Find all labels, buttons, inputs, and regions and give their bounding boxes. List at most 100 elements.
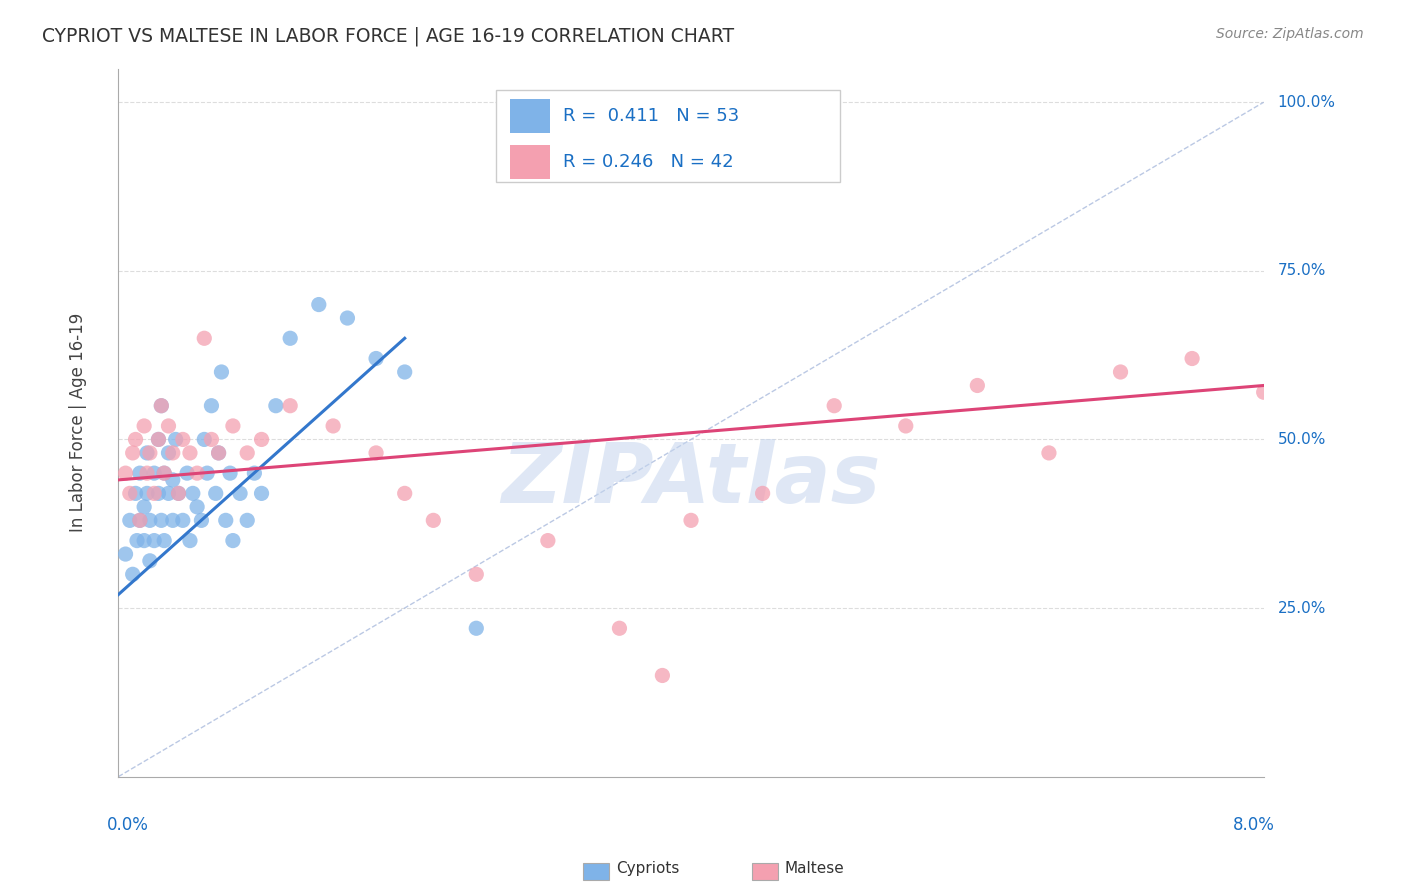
Point [215, 513, 238, 527]
Point [236, 513, 259, 527]
Point [243, 466, 266, 480]
Text: Cypriots: Cypriots [616, 862, 679, 876]
Point [422, 513, 444, 527]
Point [153, 466, 176, 480]
Point [190, 513, 212, 527]
Point [162, 446, 184, 460]
Point [134, 419, 156, 434]
Point [153, 533, 176, 548]
Point [537, 533, 560, 548]
Point [823, 399, 845, 413]
Point [148, 433, 170, 447]
Text: ZIPAtlas: ZIPAtlas [502, 439, 880, 520]
FancyBboxPatch shape [496, 90, 839, 182]
Point [157, 446, 180, 460]
Point [136, 446, 159, 460]
Point [150, 399, 173, 413]
Point [308, 297, 330, 311]
Point [200, 433, 222, 447]
Text: 0.0%: 0.0% [107, 815, 149, 833]
Point [118, 513, 141, 527]
Point [134, 500, 156, 514]
Point [1038, 446, 1060, 460]
Text: R =  0.411   N = 53: R = 0.411 N = 53 [562, 106, 740, 125]
Point [134, 533, 156, 548]
Point [1253, 385, 1275, 400]
Point [219, 466, 242, 480]
Text: 25.0%: 25.0% [1278, 600, 1326, 615]
Text: Source: ZipAtlas.com: Source: ZipAtlas.com [1216, 27, 1364, 41]
Point [139, 513, 162, 527]
Point [250, 486, 273, 500]
Text: R = 0.246   N = 42: R = 0.246 N = 42 [562, 153, 734, 170]
Point [118, 486, 141, 500]
Point [204, 486, 226, 500]
Point [125, 533, 148, 548]
Point [162, 513, 184, 527]
Point [176, 466, 198, 480]
Point [186, 500, 208, 514]
Point [465, 621, 488, 635]
Point [124, 486, 146, 500]
Point [193, 331, 215, 345]
Point [264, 399, 287, 413]
Point [179, 533, 201, 548]
Point [150, 399, 173, 413]
FancyBboxPatch shape [510, 145, 550, 179]
Point [143, 533, 166, 548]
Point [336, 311, 359, 326]
Point [153, 466, 176, 480]
Point [157, 419, 180, 434]
Point [114, 547, 136, 561]
Point [1109, 365, 1132, 379]
Point [322, 419, 344, 434]
Point [229, 486, 252, 500]
Point [128, 513, 150, 527]
Point [222, 419, 245, 434]
Point [143, 486, 166, 500]
Point [165, 433, 187, 447]
Point [394, 486, 416, 500]
Point [136, 466, 159, 480]
Text: CYPRIOT VS MALTESE IN LABOR FORCE | AGE 16-19 CORRELATION CHART: CYPRIOT VS MALTESE IN LABOR FORCE | AGE … [42, 27, 734, 46]
Point [139, 554, 162, 568]
Point [278, 399, 301, 413]
Point [128, 513, 150, 527]
Point [278, 331, 301, 345]
Text: 50.0%: 50.0% [1278, 432, 1326, 447]
Point [193, 433, 215, 447]
Point [236, 446, 259, 460]
Point [966, 378, 988, 392]
Point [167, 486, 190, 500]
Point [364, 446, 387, 460]
Point [609, 621, 631, 635]
Point [114, 466, 136, 480]
Point [162, 473, 184, 487]
Point [136, 486, 159, 500]
Point [172, 513, 194, 527]
Point [894, 419, 917, 434]
Point [128, 466, 150, 480]
Text: In Labor Force | Age 16-19: In Labor Force | Age 16-19 [69, 313, 87, 533]
Point [207, 446, 229, 460]
Text: 8.0%: 8.0% [1233, 815, 1275, 833]
Point [157, 486, 180, 500]
Point [394, 365, 416, 379]
Point [195, 466, 218, 480]
Point [172, 433, 194, 447]
Point [250, 433, 273, 447]
FancyBboxPatch shape [510, 99, 550, 133]
Point [148, 486, 170, 500]
Point [186, 466, 208, 480]
Point [181, 486, 204, 500]
Point [200, 399, 222, 413]
Point [207, 446, 229, 460]
Point [121, 446, 143, 460]
Point [143, 466, 166, 480]
Point [179, 446, 201, 460]
Point [1181, 351, 1204, 366]
Point [148, 433, 170, 447]
Point [222, 533, 245, 548]
Point [139, 446, 162, 460]
Text: 100.0%: 100.0% [1278, 95, 1336, 110]
